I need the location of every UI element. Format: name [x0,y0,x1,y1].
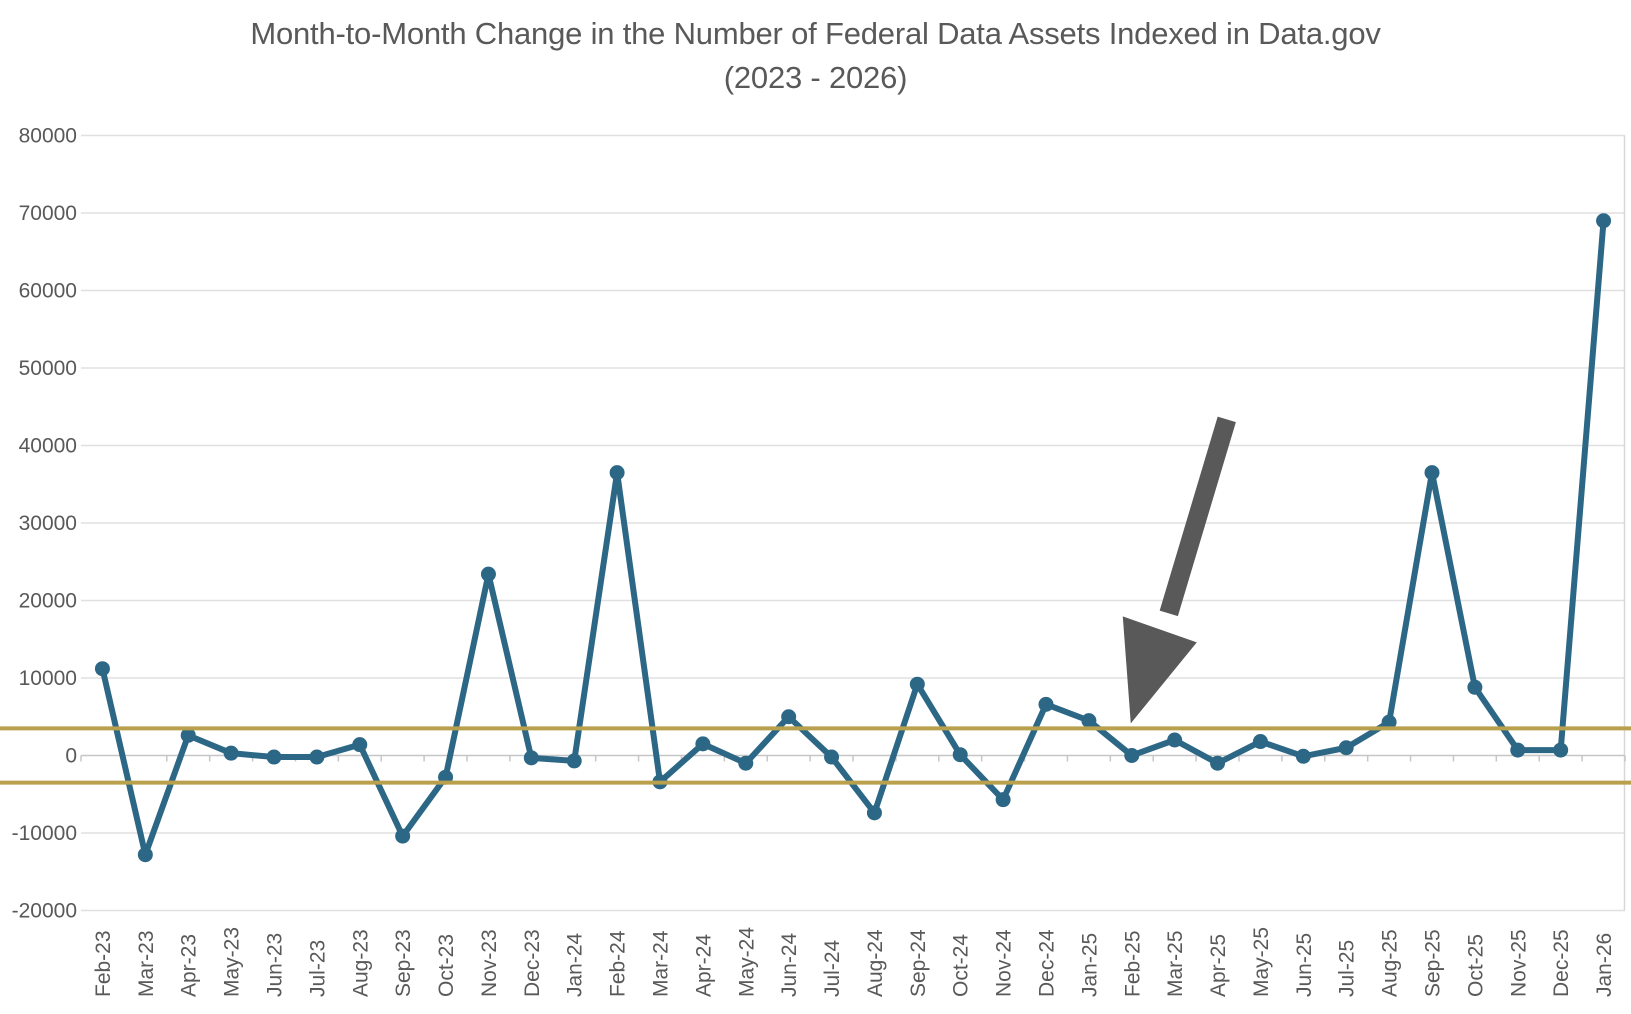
x-tick-label: Dec-24 [1036,929,1059,997]
data-point-marker [609,465,625,481]
data-point-marker [523,750,539,766]
y-tick-label: 10000 [19,667,77,690]
annotation-arrow-tail [1159,416,1236,617]
x-tick-label: Jul-24 [821,939,844,997]
x-tick-label: Sep-25 [1422,929,1445,997]
data-point-marker [395,828,411,844]
x-tick-label: Sep-23 [392,929,415,997]
x-tick-label: Jun-23 [264,933,287,997]
data-point-marker [909,676,925,692]
data-point-marker [781,709,797,725]
x-tick-label: Mar-24 [650,930,673,997]
x-tick-label: Jun-25 [1293,933,1316,997]
data-point-marker [1038,696,1054,712]
data-point-marker [352,737,368,753]
x-tick-label: Feb-24 [607,930,630,997]
data-point-marker [1381,714,1397,730]
y-tick-label: 40000 [19,435,77,458]
x-tick-label: Feb-25 [1121,930,1144,997]
x-tick-label: Aug-23 [349,929,372,997]
data-point-marker [952,747,968,763]
x-tick-label: May-23 [221,927,244,997]
x-tick-label: Oct-24 [950,934,973,997]
data-point-marker [1081,713,1097,729]
y-tick-label: 20000 [19,590,77,613]
x-tick-label: Nov-25 [1507,929,1530,997]
data-point-marker [1252,734,1268,750]
data-point-marker [1338,740,1354,756]
y-tick-label: 70000 [19,202,77,225]
x-tick-label: Apr-24 [692,934,715,997]
x-tick-label: Jan-26 [1593,933,1616,997]
data-point-marker [1295,748,1311,764]
data-point-marker [1167,732,1183,748]
x-tick-label: May-25 [1250,927,1273,997]
x-tick-label: Aug-24 [864,929,887,997]
x-tick-label: Feb-23 [92,930,115,997]
x-tick-label: Jun-24 [778,932,801,997]
data-point-marker [223,745,239,761]
x-tick-label: Dec-25 [1550,929,1573,997]
data-point-marker [824,749,840,765]
x-tick-label: Aug-25 [1379,929,1402,997]
x-tick-label: Nov-23 [478,929,501,997]
x-tick-label: Jan-25 [1078,933,1101,997]
x-tick-label: Apr-23 [178,934,201,997]
x-tick-label: Nov-24 [993,929,1016,997]
data-point-marker [995,792,1011,808]
x-tick-label: Oct-23 [435,934,458,997]
data-point-marker [180,727,196,743]
x-tick-label: Mar-23 [135,930,158,997]
data-point-marker [309,749,325,765]
chart-title-block: Month-to-Month Change in the Number of F… [0,12,1631,100]
data-point-marker [1467,679,1483,695]
x-tick-label: Jul-25 [1336,940,1359,997]
y-tick-label: 80000 [19,125,77,148]
x-tick-label: Oct-25 [1464,934,1487,997]
annotation-arrow-head [1122,616,1197,724]
chart-subtitle: (2023 - 2026) [723,60,908,95]
x-tick-label: Sep-24 [907,929,930,997]
data-point-marker [1553,742,1569,758]
data-point-marker [266,749,282,765]
y-tick-label: 50000 [19,357,77,380]
y-tick-label: -10000 [12,822,77,845]
data-point-marker [480,566,496,582]
data-point-marker [866,805,882,821]
data-point-marker [1424,465,1440,481]
y-tick-label: -20000 [12,900,77,923]
data-point-marker [738,755,754,771]
x-tick-label: May-24 [735,927,758,997]
data-point-marker [94,661,110,677]
data-point-marker [137,847,153,863]
x-tick-label: Apr-25 [1207,934,1230,997]
y-tick-label: 60000 [19,280,77,303]
x-tick-label: Jan-24 [564,932,587,997]
data-point-marker [1210,755,1226,771]
data-point-marker [1124,748,1140,763]
chart-title: Month-to-Month Change in the Number of F… [250,16,1381,51]
data-point-marker [1510,742,1526,758]
data-point-marker [695,736,711,752]
x-tick-label: Mar-25 [1164,930,1187,997]
y-tick-label: 30000 [19,512,77,535]
y-tick-label: 0 [65,745,77,768]
x-tick-label: Jul-23 [306,940,329,997]
data-point-marker [1596,213,1612,229]
data-point-marker [566,753,582,769]
x-tick-label: Dec-23 [521,929,544,997]
